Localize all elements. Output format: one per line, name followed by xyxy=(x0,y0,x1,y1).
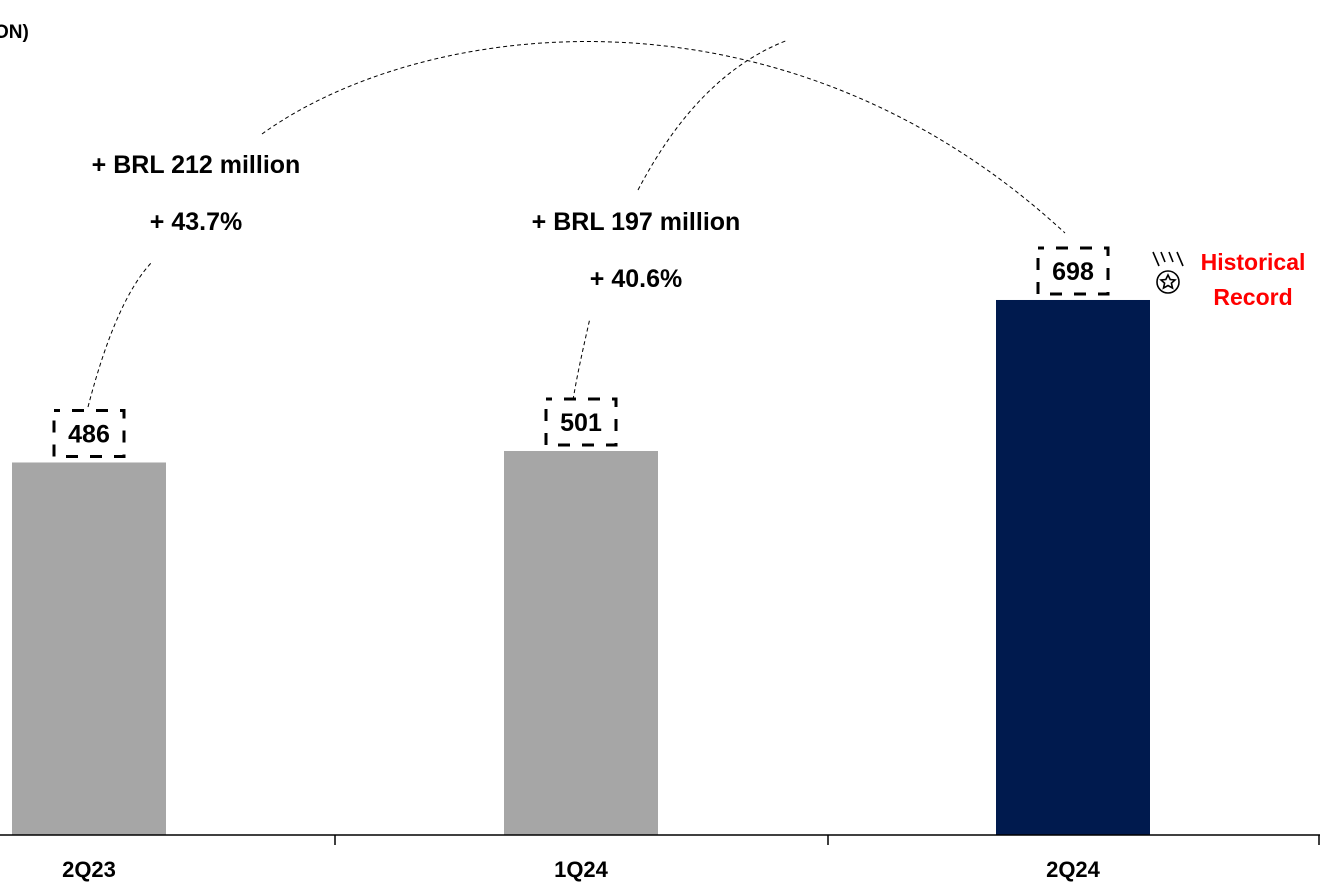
x-axis xyxy=(0,834,1320,845)
arc-2q23-to-2q24-upper xyxy=(261,41,1066,234)
bars-group xyxy=(12,299,1150,835)
arc-2q23-to-2q24 xyxy=(87,261,153,408)
historical-record: Historical Record xyxy=(1152,249,1306,310)
value-label-2q24: 698 xyxy=(1052,258,1094,286)
bar-2q23 xyxy=(12,462,166,835)
annotation-1q24-percent: + 40.6% xyxy=(590,265,682,293)
arc-1q24-to-2q24-upper xyxy=(637,39,789,191)
value-box-2q24 xyxy=(1036,246,1110,296)
annotation-2q23-percent: + 43.7% xyxy=(150,208,242,236)
chart-title: ON) xyxy=(0,22,29,43)
value-label-2q23: 486 xyxy=(68,420,110,448)
comparison-arcs xyxy=(87,39,1066,408)
category-label-2q23: 2Q23 xyxy=(62,857,116,882)
category-label-1q24: 1Q24 xyxy=(554,857,609,882)
record-label-line2: Record xyxy=(1213,284,1292,310)
value-box-1q24 xyxy=(544,397,618,447)
medal-icon xyxy=(1152,251,1184,294)
arc-1q24-to-2q24-lower xyxy=(572,317,591,401)
category-label-2q24: 2Q24 xyxy=(1046,857,1101,882)
annotation-1q24-amount: + BRL 197 million xyxy=(532,208,741,236)
value-box-2q23 xyxy=(52,408,126,458)
value-label-boxes: 486 501 698 xyxy=(52,246,1110,458)
bar-1q24 xyxy=(504,450,658,835)
growth-annotations: + BRL 212 million + 43.7% + BRL 197 mill… xyxy=(92,151,741,293)
annotation-2q23-amount: + BRL 212 million xyxy=(92,151,301,179)
category-labels: 2Q23 1Q24 2Q24 xyxy=(62,857,1101,882)
bar-2q24 xyxy=(996,299,1150,835)
value-label-1q24: 501 xyxy=(560,409,602,437)
record-label-line1: Historical xyxy=(1201,249,1306,275)
